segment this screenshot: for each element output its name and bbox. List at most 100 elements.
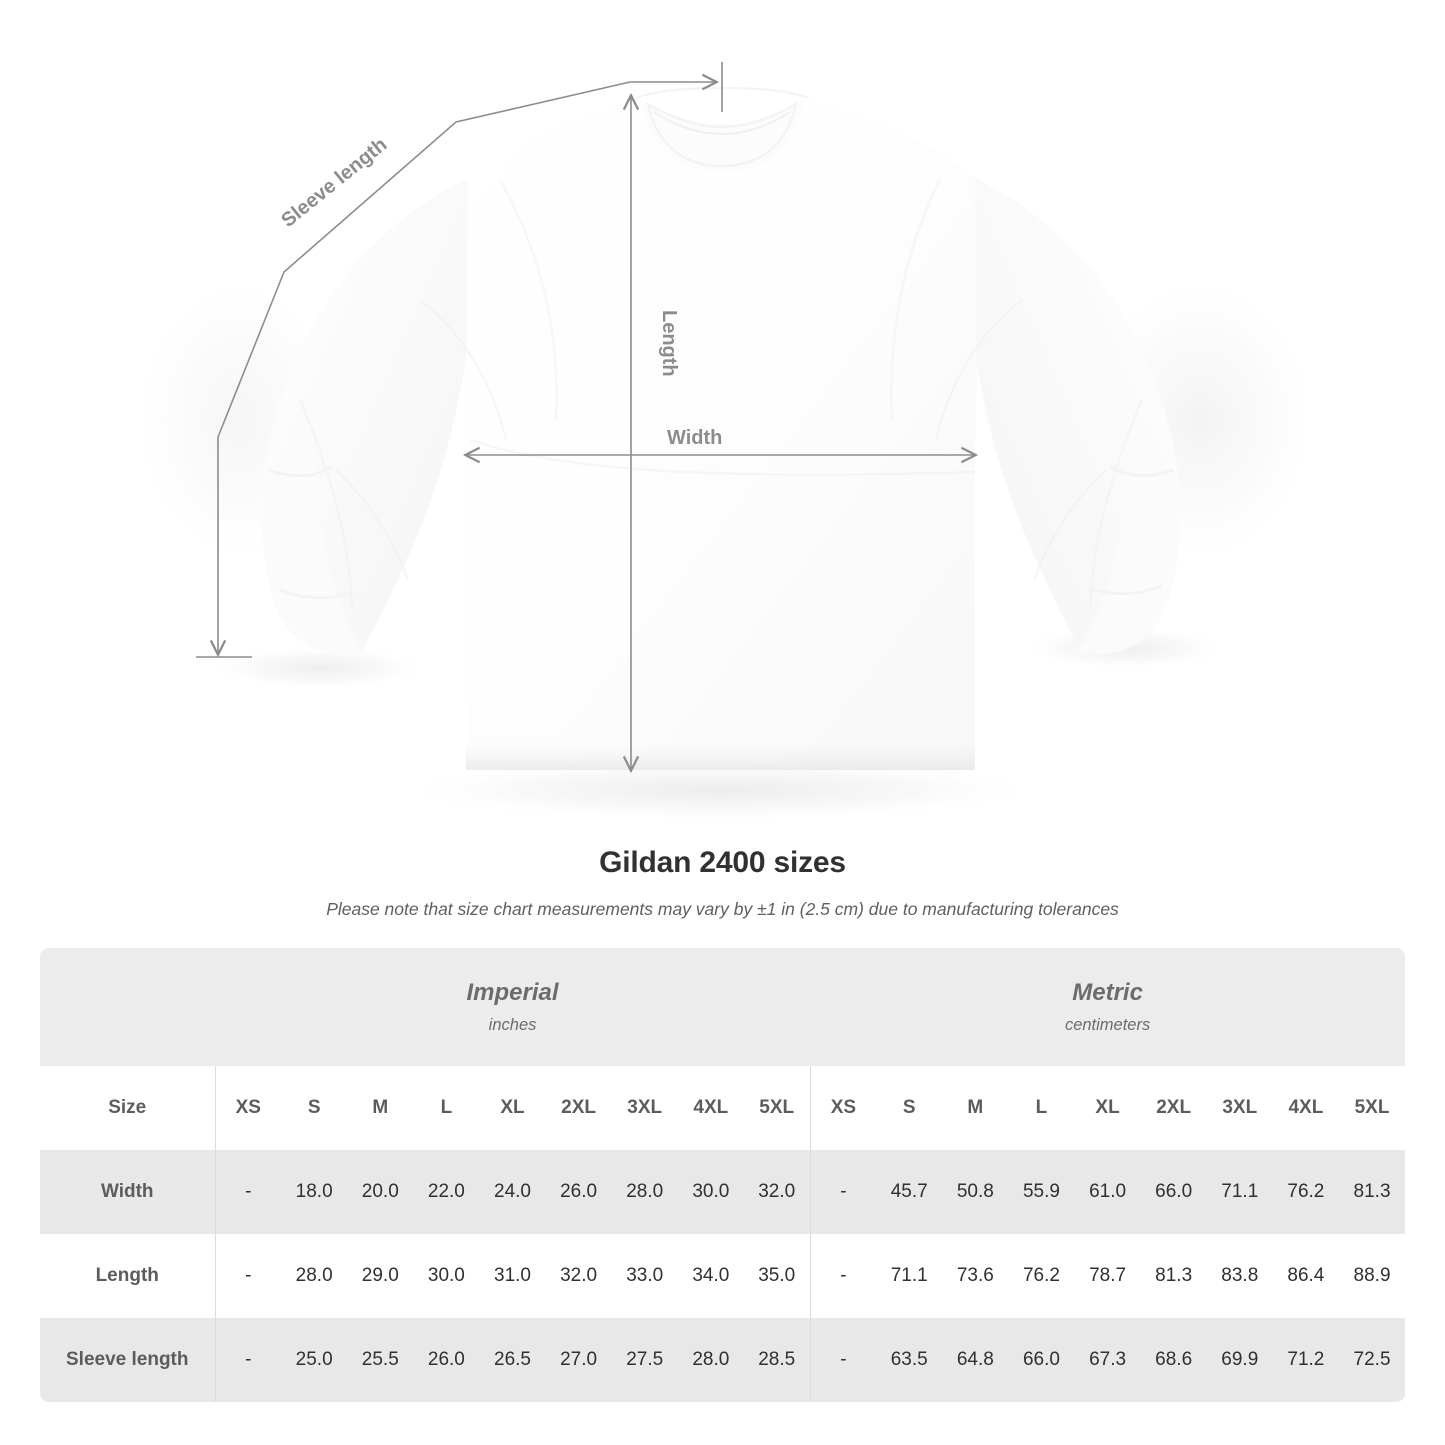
unit-banner-row: Imperial inches Metric centimeters xyxy=(40,948,1406,1066)
cell-length-metric-3xl: 83.8 xyxy=(1206,1234,1273,1318)
cell-length-imperial-xs: - xyxy=(214,1234,282,1318)
cell-width-metric-5xl: 81.3 xyxy=(1338,1150,1406,1234)
col-header-imperial-2xl: 2XL xyxy=(545,1066,612,1150)
col-header-metric-3xl: 3XL xyxy=(1206,1066,1273,1150)
cell-sleeve-metric-3xl: 69.9 xyxy=(1206,1318,1273,1402)
col-header-imperial-4xl: 4XL xyxy=(677,1066,744,1150)
cell-length-metric-xs: - xyxy=(809,1234,877,1318)
unit-sub-imperial: inches xyxy=(488,1015,537,1034)
table-row: Sleeve length - 25.0 25.5 26.0 26.5 27.0… xyxy=(40,1318,1406,1402)
cell-width-metric-3xl: 71.1 xyxy=(1206,1150,1273,1234)
cell-width-imperial-xl: 24.0 xyxy=(479,1150,546,1234)
cell-width-imperial-4xl: 30.0 xyxy=(677,1150,744,1234)
cell-length-metric-2xl: 81.3 xyxy=(1140,1234,1207,1318)
cell-width-imperial-l: 22.0 xyxy=(413,1150,480,1234)
tolerance-note: Please note that size chart measurements… xyxy=(326,899,1119,919)
cell-length-imperial-2xl: 32.0 xyxy=(545,1234,612,1318)
cell-sleeve-imperial-xl: 26.5 xyxy=(479,1318,546,1402)
col-header-metric-2xl: 2XL xyxy=(1140,1066,1207,1150)
cell-length-imperial-4xl: 34.0 xyxy=(677,1234,744,1318)
unit-title-metric: Metric xyxy=(1072,978,1143,1006)
col-header-metric-5xl: 5XL xyxy=(1338,1066,1406,1150)
cell-sleeve-imperial-m: 25.5 xyxy=(347,1318,414,1402)
cell-length-metric-5xl: 88.9 xyxy=(1338,1234,1406,1318)
width-label: Width xyxy=(667,427,722,449)
cell-length-metric-l: 76.2 xyxy=(1008,1234,1075,1318)
cell-length-imperial-s: 28.0 xyxy=(281,1234,348,1318)
row-label-length: Length xyxy=(40,1234,215,1318)
garment-illustration: Sleeve length Length Width xyxy=(130,62,1320,822)
cell-sleeve-metric-2xl: 68.6 xyxy=(1140,1318,1207,1402)
cell-width-metric-s: 45.7 xyxy=(876,1150,943,1234)
col-header-imperial-xs: XS xyxy=(214,1066,282,1150)
size-table-container: Imperial inches Metric centimeters Size … xyxy=(40,948,1406,1402)
cell-sleeve-metric-5xl: 72.5 xyxy=(1338,1318,1406,1402)
cell-width-metric-4xl: 76.2 xyxy=(1272,1150,1339,1234)
cell-width-metric-xs: - xyxy=(809,1150,877,1234)
row-label-width: Width xyxy=(40,1150,215,1234)
table-row: Length - 28.0 29.0 30.0 31.0 32.0 33.0 3… xyxy=(40,1234,1406,1318)
col-header-imperial-m: M xyxy=(347,1066,414,1150)
sleeve-length-label: Sleeve length xyxy=(277,134,391,232)
cell-length-metric-m: 73.6 xyxy=(942,1234,1009,1318)
row-label-sleeve-length: Sleeve length xyxy=(40,1318,215,1402)
col-header-metric-m: M xyxy=(942,1066,1009,1150)
garment-svg: Sleeve length Length Width xyxy=(130,62,1320,822)
col-header-imperial-l: L xyxy=(413,1066,480,1150)
cell-sleeve-imperial-s: 25.0 xyxy=(281,1318,348,1402)
cell-width-metric-m: 50.8 xyxy=(942,1150,1009,1234)
cell-length-metric-4xl: 86.4 xyxy=(1272,1234,1339,1318)
unit-banner-spacer xyxy=(40,948,215,1066)
cell-width-imperial-xs: - xyxy=(214,1150,282,1234)
cell-length-imperial-m: 29.0 xyxy=(347,1234,414,1318)
cell-length-metric-s: 71.1 xyxy=(876,1234,943,1318)
cell-sleeve-metric-xs: - xyxy=(809,1318,877,1402)
unit-group-metric: Metric centimeters xyxy=(810,948,1406,1066)
cell-sleeve-metric-xl: 67.3 xyxy=(1074,1318,1141,1402)
unit-sub-metric: centimeters xyxy=(1064,1015,1151,1034)
cell-length-imperial-3xl: 33.0 xyxy=(611,1234,678,1318)
col-header-imperial-5xl: 5XL xyxy=(743,1066,811,1150)
cell-width-metric-l: 55.9 xyxy=(1008,1150,1075,1234)
cell-sleeve-imperial-xs: - xyxy=(214,1318,282,1402)
cell-sleeve-metric-s: 63.5 xyxy=(876,1318,943,1402)
unit-title-imperial: Imperial xyxy=(466,978,559,1006)
cell-width-imperial-s: 18.0 xyxy=(281,1150,348,1234)
cell-width-imperial-2xl: 26.0 xyxy=(545,1150,612,1234)
measurement-annotations xyxy=(196,62,975,770)
col-header-imperial-3xl: 3XL xyxy=(611,1066,678,1150)
cell-sleeve-imperial-l: 26.0 xyxy=(413,1318,480,1402)
col-header-metric-4xl: 4XL xyxy=(1272,1066,1339,1150)
table-header-row: Size XS S M L XL 2XL 3XL 4XL 5XL XS S M … xyxy=(40,1066,1406,1150)
cell-sleeve-metric-m: 64.8 xyxy=(942,1318,1009,1402)
size-chart-table: Imperial inches Metric centimeters Size … xyxy=(40,948,1406,1402)
unit-group-imperial: Imperial inches xyxy=(215,948,811,1066)
cell-sleeve-metric-l: 66.0 xyxy=(1008,1318,1075,1402)
page-title: Gildan 2400 sizes xyxy=(599,846,846,879)
cell-sleeve-imperial-2xl: 27.0 xyxy=(545,1318,612,1402)
col-header-imperial-xl: XL xyxy=(479,1066,546,1150)
cell-length-imperial-5xl: 35.0 xyxy=(743,1234,811,1318)
title-block: Gildan 2400 sizes Please note that size … xyxy=(0,843,1445,923)
length-label: Length xyxy=(658,310,680,377)
cell-width-metric-xl: 61.0 xyxy=(1074,1150,1141,1234)
cell-sleeve-imperial-5xl: 28.5 xyxy=(743,1318,811,1402)
col-header-imperial-s: S xyxy=(281,1066,348,1150)
cell-width-metric-2xl: 66.0 xyxy=(1140,1150,1207,1234)
table-row: Width - 18.0 20.0 22.0 24.0 26.0 28.0 30… xyxy=(40,1150,1406,1234)
col-header-metric-xl: XL xyxy=(1074,1066,1141,1150)
col-header-metric-xs: XS xyxy=(809,1066,877,1150)
col-header-metric-l: L xyxy=(1008,1066,1075,1150)
cell-sleeve-imperial-3xl: 27.5 xyxy=(611,1318,678,1402)
sleeve-length-annotation xyxy=(196,62,723,658)
garment-body xyxy=(262,86,1180,770)
cell-sleeve-imperial-4xl: 28.0 xyxy=(677,1318,744,1402)
cell-length-imperial-xl: 31.0 xyxy=(479,1234,546,1318)
cell-sleeve-metric-4xl: 71.2 xyxy=(1272,1318,1339,1402)
cell-width-imperial-m: 20.0 xyxy=(347,1150,414,1234)
cell-length-imperial-l: 30.0 xyxy=(413,1234,480,1318)
col-header-metric-s: S xyxy=(876,1066,943,1150)
header-size-label: Size xyxy=(40,1066,215,1150)
cell-width-imperial-3xl: 28.0 xyxy=(611,1150,678,1234)
cell-width-imperial-5xl: 32.0 xyxy=(743,1150,811,1234)
